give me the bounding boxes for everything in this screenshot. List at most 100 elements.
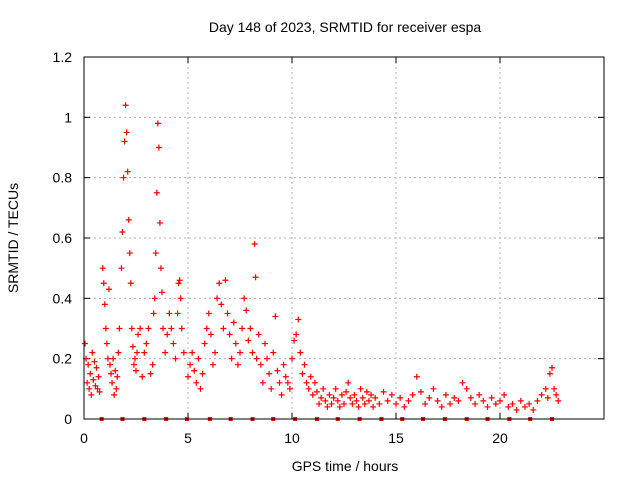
- data-point: [276, 379, 283, 386]
- data-point: [397, 394, 404, 401]
- data-point: [156, 219, 163, 226]
- data-point: [316, 400, 323, 407]
- data-point: [96, 388, 103, 395]
- data-point: [361, 400, 368, 407]
- data-point: [243, 307, 250, 314]
- data-point: [334, 397, 341, 404]
- data-point: [338, 391, 345, 398]
- data-point: [517, 397, 524, 404]
- data-point: [347, 394, 354, 401]
- data-point: [442, 391, 449, 398]
- data-point: [230, 319, 237, 326]
- data-point: [553, 391, 560, 398]
- data-point: [268, 385, 275, 392]
- data-point: [247, 325, 254, 332]
- data-point: [114, 373, 121, 380]
- data-point: [187, 361, 194, 368]
- data-point: [214, 295, 221, 302]
- data-point: [526, 400, 533, 407]
- x-tick-label: 10: [284, 430, 300, 446]
- data-point: [174, 310, 181, 317]
- data-point: [551, 385, 558, 392]
- data-point: [538, 391, 545, 398]
- data-point: [305, 385, 312, 392]
- data-point: [131, 355, 138, 362]
- data-point: [546, 370, 553, 377]
- data-point: [261, 340, 268, 347]
- data-point: [108, 370, 115, 377]
- data-point: [480, 397, 487, 404]
- data-point: [270, 349, 277, 356]
- data-point: [282, 373, 289, 380]
- data-point: [139, 373, 146, 380]
- data-point: [251, 241, 258, 248]
- data-point: [110, 355, 117, 362]
- data-point: [322, 397, 329, 404]
- data-point: [115, 349, 122, 356]
- data-point: [159, 289, 165, 296]
- data-point: [299, 370, 306, 377]
- data-point: [351, 391, 358, 398]
- grid-lines: [84, 57, 604, 419]
- data-point: [295, 316, 302, 323]
- data-point: [393, 400, 399, 407]
- data-point: [289, 355, 295, 362]
- data-point: [118, 265, 125, 272]
- data-point: [141, 349, 148, 356]
- data-point: [311, 379, 318, 386]
- data-point: [193, 379, 200, 386]
- data-point: [376, 400, 383, 407]
- data-point: [237, 349, 243, 356]
- data-point: [120, 174, 127, 181]
- data-point: [264, 355, 271, 362]
- data-point: [320, 385, 327, 392]
- data-point: [195, 355, 202, 362]
- axis-ticks: 0 0.2 0.4 0.6 0.8 1 1.2 0 5 10 15 20: [53, 49, 604, 446]
- data-point: [501, 391, 508, 398]
- data-point: [175, 280, 182, 287]
- data-point: [212, 349, 219, 356]
- data-point: [149, 361, 156, 368]
- data-point: [357, 385, 364, 392]
- data-point: [123, 129, 130, 136]
- data-point: [459, 379, 466, 386]
- data-point: [218, 301, 225, 308]
- data-point: [126, 250, 133, 257]
- y-tick-label: 0.6: [53, 230, 73, 246]
- data-point: [176, 277, 183, 284]
- data-point: [359, 394, 366, 401]
- data-point: [438, 403, 445, 410]
- data-point: [259, 379, 266, 386]
- data-point: [160, 325, 167, 332]
- data-point: [239, 325, 246, 332]
- data-point: [121, 138, 128, 145]
- data-point: [388, 391, 395, 398]
- y-axis-label: SRMTID / TECUs: [5, 183, 21, 293]
- x-tick-label: 20: [492, 430, 508, 446]
- data-point: [309, 391, 316, 398]
- data-point: [355, 403, 362, 410]
- data-point: [544, 394, 551, 401]
- data-point: [336, 403, 343, 410]
- data-point: [128, 325, 135, 332]
- data-point: [99, 265, 106, 272]
- data-point: [84, 379, 91, 386]
- data-point: [86, 385, 93, 392]
- data-point: [164, 331, 171, 338]
- data-point: [417, 388, 424, 395]
- data-point: [93, 364, 100, 371]
- data-point: [207, 331, 214, 338]
- data-point: [82, 340, 89, 347]
- plot-frame: [83, 56, 605, 420]
- data-point: [205, 310, 212, 317]
- data-point: [266, 370, 273, 377]
- data-point: [109, 379, 116, 386]
- data-point: [401, 403, 408, 410]
- data-point: [241, 295, 248, 302]
- data-point: [252, 274, 259, 281]
- data-point: [284, 379, 291, 386]
- data-point: [112, 367, 119, 374]
- data-point: [330, 394, 337, 401]
- data-point: [521, 403, 528, 410]
- data-point: [203, 325, 210, 332]
